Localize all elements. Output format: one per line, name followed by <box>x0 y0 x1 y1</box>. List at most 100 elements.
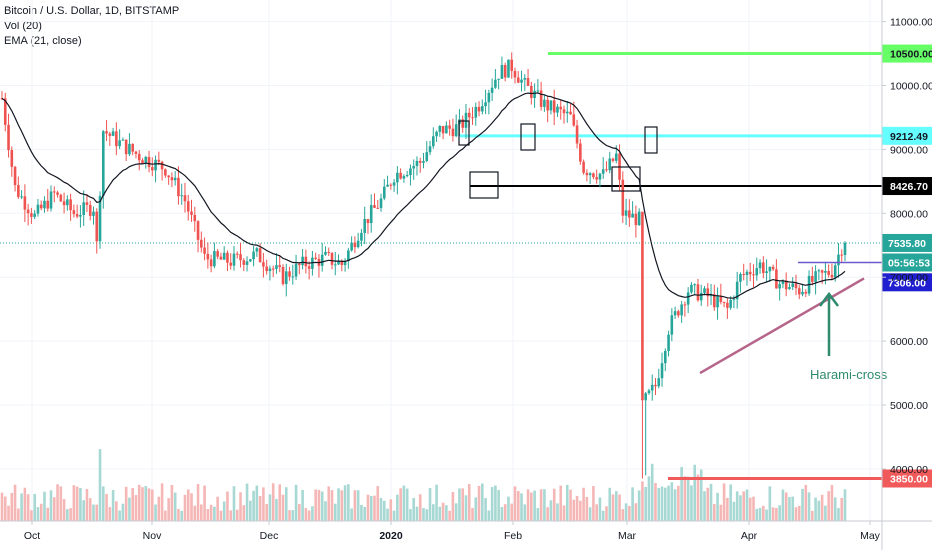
volume-bar <box>595 504 598 521</box>
volume-bar <box>46 507 50 521</box>
candle-body <box>396 172 399 183</box>
volume-bar <box>454 503 458 521</box>
candle-body <box>454 124 458 137</box>
volume-bar <box>647 476 651 521</box>
volume-bar <box>621 509 625 521</box>
candle-body <box>507 59 510 78</box>
candle-body <box>503 64 507 78</box>
candle-body <box>271 268 275 270</box>
candle-body <box>464 112 468 128</box>
candle-body <box>79 214 82 217</box>
volume-bar <box>366 494 370 521</box>
volume-bar <box>0 492 4 521</box>
volume-bar <box>281 494 285 521</box>
volume-bar <box>196 484 200 521</box>
volume-bar <box>827 491 830 521</box>
candle-body <box>330 252 334 265</box>
volume-bar <box>222 501 226 521</box>
y-tick-label: 6000.00 <box>890 336 928 348</box>
volume-bar <box>458 488 461 521</box>
volume-bar <box>242 505 246 521</box>
volume-bar <box>611 494 615 521</box>
level-label-bg <box>882 126 932 145</box>
volume-bar <box>258 495 262 521</box>
candle-body <box>203 247 206 254</box>
volume-bar <box>379 497 383 521</box>
volume-bar <box>226 491 229 521</box>
candle-body <box>92 211 95 216</box>
candle-body <box>533 90 536 99</box>
candle-body <box>683 304 687 306</box>
y-tick-label: 4000.00 <box>890 464 928 476</box>
volume-bar <box>755 508 759 521</box>
volume-bar <box>115 501 118 521</box>
volume-bar <box>111 489 115 521</box>
candle-body <box>216 251 219 257</box>
volume-bar <box>203 485 206 521</box>
candle-body <box>614 153 618 161</box>
volume-bar <box>680 467 683 521</box>
candle-body <box>356 240 360 248</box>
volume-bar <box>360 504 363 521</box>
candle-body <box>111 131 115 136</box>
candle-body <box>647 390 651 394</box>
volume-bar <box>216 496 219 521</box>
price-tag-label: 7535.80 <box>888 238 926 250</box>
candle-body <box>624 210 628 216</box>
price-tag-bg <box>882 273 932 292</box>
volume-bar <box>396 494 399 521</box>
x-tick-label: Mar <box>618 530 637 542</box>
candle-body <box>765 271 768 274</box>
ema-series-line <box>1 92 846 299</box>
legend-symbol[interactable]: Bitcoin / U.S. Dollar, 1D, BITSTAMP <box>4 5 180 17</box>
volume-bar <box>144 486 148 521</box>
candle-body <box>784 280 788 290</box>
candle-body <box>333 264 337 266</box>
volume-bar <box>559 485 563 521</box>
candle-body <box>768 266 772 272</box>
volume-bar <box>448 510 451 521</box>
volume-bar <box>569 489 572 521</box>
volume-bar <box>824 505 827 521</box>
y-tick-label: 10000.00 <box>890 81 932 93</box>
volume-bar <box>817 500 821 521</box>
volume-bar <box>618 494 621 521</box>
candle-body <box>105 131 108 134</box>
volume-bar <box>494 485 497 521</box>
volume-bar <box>229 510 233 521</box>
candle-body <box>141 160 144 164</box>
volume-bar <box>762 505 765 521</box>
candle-body <box>75 214 79 217</box>
candle-body <box>745 271 749 275</box>
candle-body <box>229 262 233 266</box>
volume-bar <box>30 510 33 521</box>
candle-body <box>36 204 40 214</box>
volume-bar <box>624 503 628 521</box>
candle-body <box>298 263 301 266</box>
volume-bar <box>213 506 216 521</box>
legend-ema[interactable]: EMA (21, close) <box>4 35 82 47</box>
candle-body <box>183 195 187 202</box>
volume-bar <box>151 489 154 521</box>
volume-bar <box>663 487 667 521</box>
candle-body <box>735 281 739 300</box>
candle-body <box>314 257 317 259</box>
candle-body <box>699 292 703 301</box>
candle-body <box>304 256 308 267</box>
volume-bar <box>464 495 468 521</box>
volume-bar <box>108 507 112 521</box>
volume-bar <box>784 492 788 521</box>
volume-bar <box>249 500 252 521</box>
volume-bar <box>628 505 631 521</box>
candle-body <box>703 288 706 293</box>
candle-body <box>644 393 647 401</box>
y-tick-label: 7000.00 <box>890 272 928 284</box>
candle-body <box>608 158 612 171</box>
volume-bar <box>536 507 540 521</box>
candle-body <box>814 271 817 282</box>
volume-bar <box>526 489 530 521</box>
candle-body <box>46 200 50 209</box>
volume-bar <box>137 484 141 521</box>
candle-body <box>487 92 491 103</box>
